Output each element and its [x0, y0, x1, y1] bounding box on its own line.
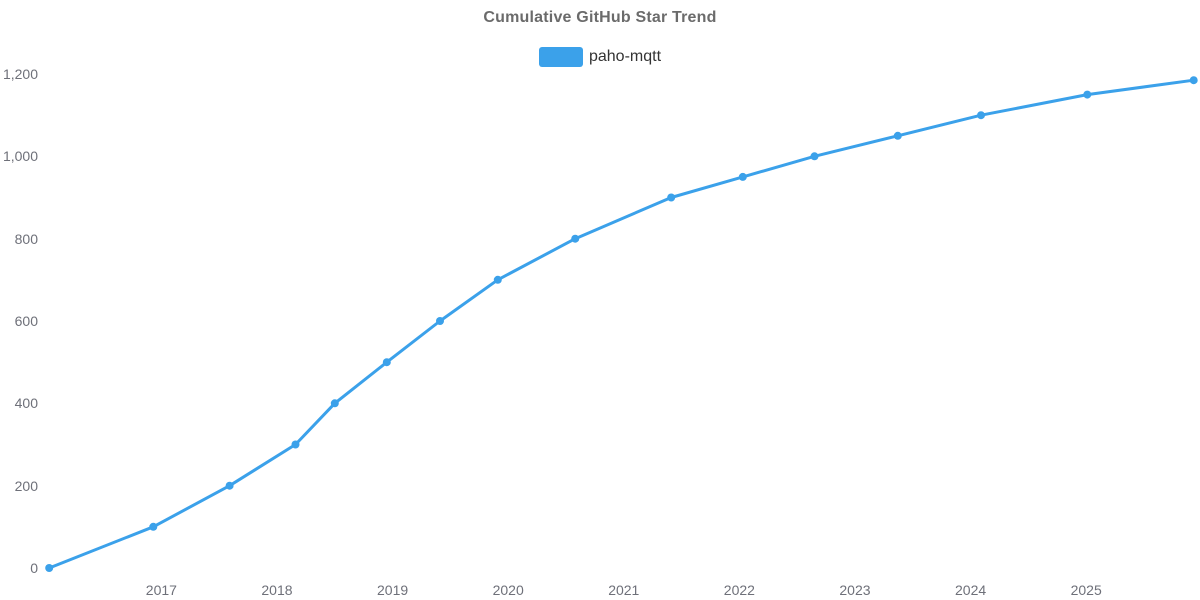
data-point[interactable]	[45, 564, 54, 572]
data-point[interactable]	[493, 275, 502, 284]
data-point[interactable]	[667, 193, 676, 202]
data-point[interactable]	[810, 152, 819, 161]
y-tick-label: 600	[14, 313, 38, 329]
data-point[interactable]	[1083, 90, 1092, 99]
x-tick-label: 2017	[145, 582, 177, 598]
data-point[interactable]	[1189, 76, 1198, 85]
y-tick-label: 800	[14, 230, 38, 247]
data-point[interactable]	[893, 131, 902, 140]
legend-label: paho-mqtt	[588, 48, 662, 65]
x-tick-label: 2020	[492, 582, 524, 598]
data-point[interactable]	[291, 440, 300, 449]
y-tick-label: 1,000	[2, 148, 38, 165]
x-tick-label: 2019	[377, 582, 409, 598]
legend-item-paho-mqtt[interactable]: paho-mqtt	[538, 47, 662, 67]
x-tick-label: 2018	[261, 582, 293, 598]
series-line-paho-mqtt[interactable]	[47, 78, 1196, 570]
y-tick-label: 1,200	[2, 66, 38, 82]
legend-swatch-icon	[538, 47, 583, 67]
x-tick-label: 2025	[1070, 582, 1102, 598]
data-point[interactable]	[436, 317, 444, 325]
data-point[interactable]	[571, 234, 580, 243]
data-point[interactable]	[225, 481, 234, 490]
chart-title: Cumulative GitHub Star Trend	[483, 9, 717, 26]
data-point[interactable]	[738, 172, 747, 181]
y-tick-label: 200	[14, 477, 38, 494]
x-tick-label: 2023	[839, 582, 871, 598]
y-tick-label: 400	[14, 395, 38, 412]
legend: paho-mqtt	[0, 47, 1200, 67]
y-tick-label: 0	[30, 560, 38, 576]
x-tick-label: 2024	[955, 582, 987, 598]
data-point[interactable]	[977, 111, 985, 120]
x-tick-label: 2022	[723, 582, 755, 598]
data-point[interactable]	[330, 399, 339, 408]
x-tick-label: 2021	[608, 582, 640, 598]
data-point[interactable]	[382, 358, 391, 367]
data-point[interactable]	[149, 522, 158, 531]
